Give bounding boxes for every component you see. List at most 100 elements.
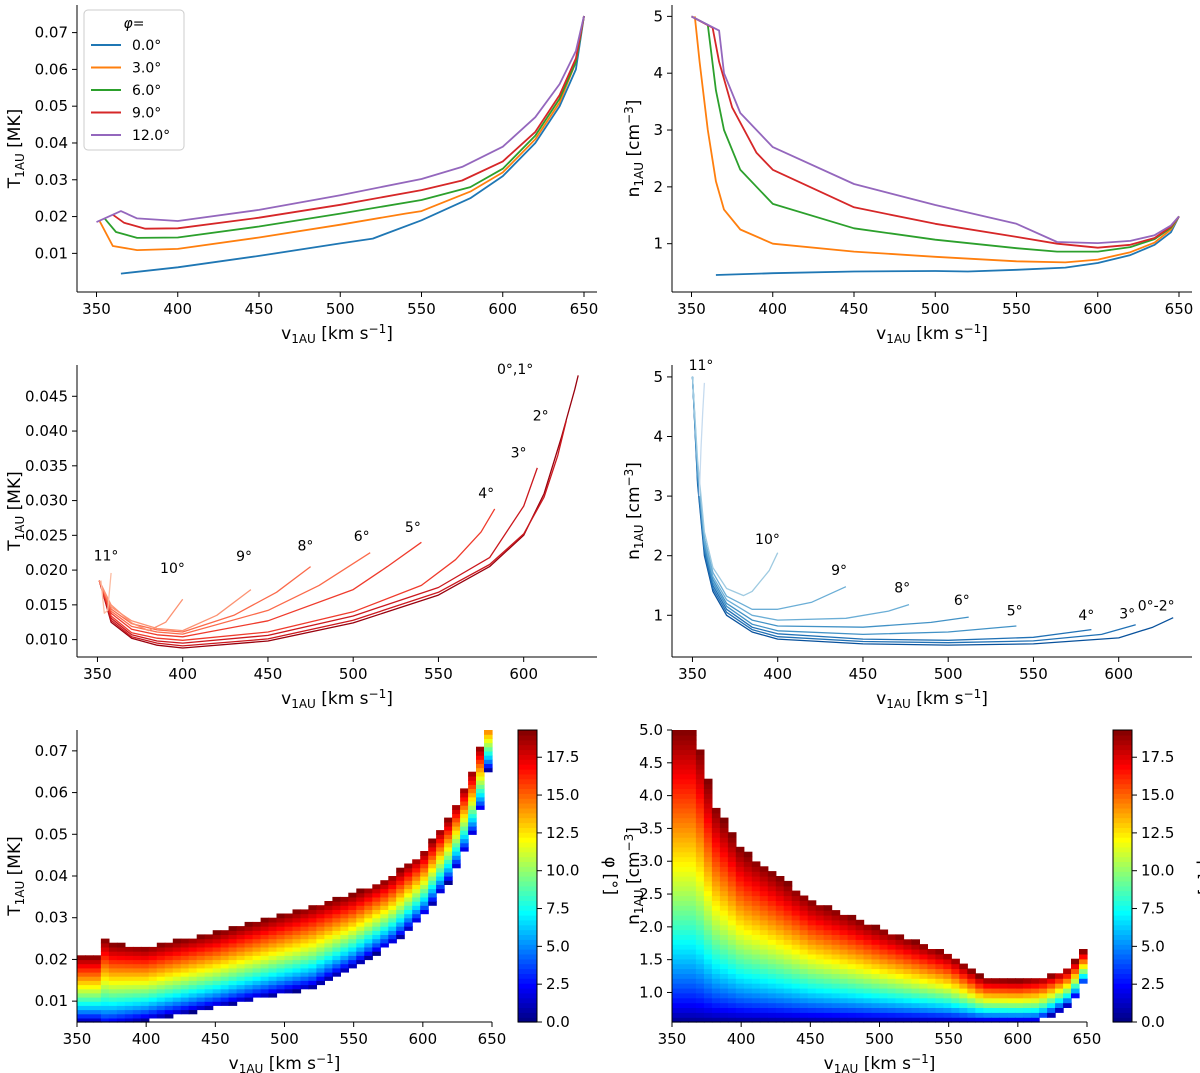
heatmap-cell [396,909,405,915]
heatmap-cell [695,973,705,979]
heatmap-cell [871,1017,881,1023]
heatmap-cell [791,987,801,994]
heatmap-cell [775,953,785,960]
colorbar-segment [518,963,537,970]
heatmap-cell [268,942,278,948]
heatmap-cell [783,949,793,955]
curve-label: 10° [755,532,780,548]
heatmap-cell [356,921,365,927]
heatmap-cell [775,973,785,979]
heatmap-cell [879,968,889,974]
heatmap-cell [951,958,960,965]
heatmap-cell [703,963,713,970]
heatmap-cell [316,909,325,915]
heatmap-cell [783,910,793,916]
heatmap-cell [823,987,833,994]
heatmap-cell [695,968,705,974]
heatmap-cell [100,1005,110,1011]
heatmap-cell [839,1017,849,1023]
heatmap-cell [823,934,833,940]
heatmap-cell [711,837,721,843]
heatmap-cell [436,859,445,865]
x-tick-label: 400 [168,665,197,683]
heatmap-cell [775,978,785,984]
heatmap-cell [839,953,849,960]
heatmap-cell [372,901,381,906]
heatmap-cell [847,934,857,940]
heatmap-cell [308,921,317,927]
heatmap-cell [332,930,341,935]
heatmap-cell [244,955,254,961]
x-tick-label: 400 [132,1030,161,1048]
heatmap-cell [751,1017,761,1023]
heatmap-cell [308,971,317,977]
heatmap-cell [903,949,912,955]
heatmap-cell [767,973,777,979]
heatmap-cell [148,1009,158,1015]
heatmap-cell [372,909,381,915]
heatmap-cell [799,934,809,940]
heatmap-cell [340,917,349,923]
heatmap-cell [759,944,769,950]
colorbar-segment [1113,885,1132,892]
colorbar-segment [1113,900,1132,906]
heatmap-cell [703,876,713,882]
heatmap-cell [140,967,150,973]
heatmap-cell [751,973,761,979]
heatmap-cell [356,930,365,935]
heatmap-cell [815,914,825,921]
heatmap-cell [476,792,485,798]
heatmap-cell [164,1009,174,1015]
colorbar-tick-label: 17.5 [1141,748,1174,766]
colorbar-segment [1113,944,1132,950]
heatmap-cell [396,926,405,931]
heatmap-cell [791,934,801,940]
y-tick-label: 4.0 [639,787,663,805]
heatmap-cell [672,803,681,809]
heatmap-cell [236,955,246,961]
heatmap-cell [831,1012,841,1018]
heatmap-cell [751,876,761,882]
heatmap-cell [1079,958,1088,965]
heatmap-cell [77,959,86,965]
heatmap-cell [172,997,182,1002]
heatmap-cell [672,939,681,945]
heatmap-cell [188,997,198,1002]
heatmap-cell [132,992,142,998]
y-tick-label: 0.03 [35,171,68,189]
heatmap-cell [100,980,110,986]
heatmap-cell [823,992,833,999]
heatmap-cell [244,921,254,927]
heatmap-cell [967,968,976,974]
heatmap-cell [196,959,206,965]
heatmap-cell [767,934,777,940]
heatmap-cell [1079,953,1088,960]
series-line [691,15,1180,244]
curve-label: 10° [160,561,185,577]
heatmap-cell [308,984,317,990]
heatmap-cell [999,1017,1008,1023]
heatmap-cell [871,953,881,960]
heatmap-cell [751,919,761,926]
heatmap-cell [1071,987,1080,994]
heatmap-cell [719,900,729,906]
heatmap-cell [1039,978,1048,984]
heatmap-cell [420,901,429,906]
heatmap-cell [688,1007,697,1013]
series-line [98,541,422,638]
heatmap-cell [831,944,841,950]
heatmap-cell [999,997,1008,1004]
heatmap-cell [839,963,849,970]
heatmap-cell [348,946,357,952]
heatmap-cell [783,895,793,901]
heatmap-cell [332,938,341,944]
heatmap-cell [672,997,681,1004]
heatmap-cell [751,929,761,935]
heatmap-cell [444,825,453,831]
heatmap-cell [228,980,238,986]
heatmap-cell [943,1007,952,1013]
heatmap-cell [775,997,785,1004]
heatmap-cell [172,971,182,977]
heatmap-cell [927,1002,936,1008]
heatmap-cell [735,876,745,882]
